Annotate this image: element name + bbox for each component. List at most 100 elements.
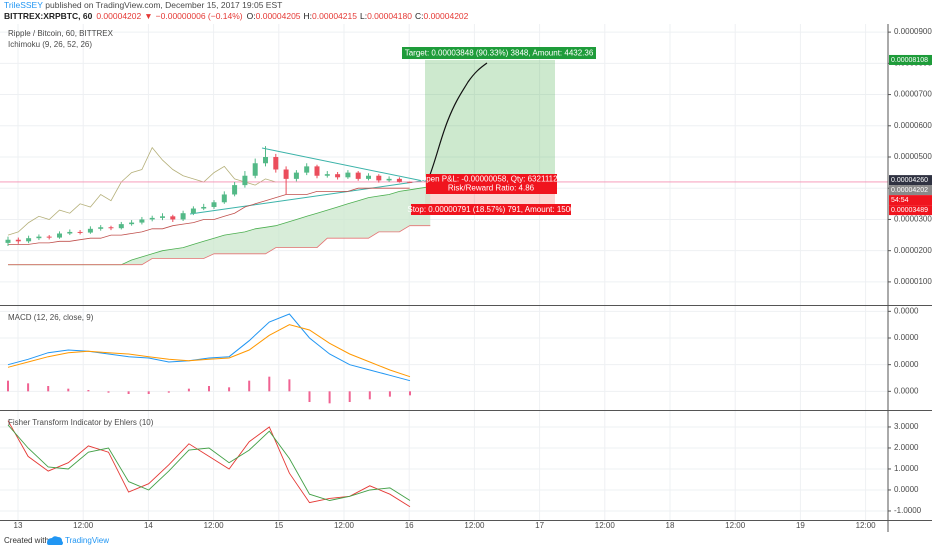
candle-body [263, 157, 268, 164]
histogram-bar [208, 386, 210, 392]
candle-body [376, 175, 382, 181]
candle-body [129, 222, 135, 225]
price-badge-label: 0.00004260 [891, 177, 928, 184]
candle-body [190, 208, 196, 214]
ohlc-key: H: [304, 11, 313, 21]
target-label-box [402, 47, 596, 59]
time-tick-label: 15 [274, 521, 283, 530]
candle-body [15, 239, 21, 242]
price-badge [889, 185, 932, 196]
countdown-label: 54:54 [891, 197, 909, 204]
histogram-bar [7, 380, 9, 392]
y-tick-label: 0.0000 [894, 360, 919, 369]
countdown-badge [889, 195, 932, 206]
pane-title: Ripple / Bitcoin, 60, BITTREX [8, 29, 114, 38]
price-badge [889, 175, 932, 186]
histogram-bar [67, 388, 70, 392]
histogram-bar [228, 387, 231, 392]
candle-body [87, 228, 93, 233]
candle-body [345, 172, 351, 178]
candle-body [5, 239, 11, 243]
author[interactable]: TrileSSEY [4, 0, 43, 10]
time-tick-label: 13 [14, 521, 23, 530]
fisher-line [7, 420, 411, 508]
indicator-title: Fisher Transform Indicator by Ehlers (10… [8, 418, 154, 427]
time-tick-label: 12:00 [725, 521, 746, 530]
time-tick-label: 12:00 [73, 521, 94, 530]
logo[interactable] [47, 536, 63, 545]
histogram-bar [409, 391, 411, 396]
candle-body [108, 227, 114, 229]
candle-body [293, 172, 299, 179]
histogram-bar [328, 391, 331, 404]
risk-reward-label: Risk/Reward Ratio: 4.86 [448, 184, 535, 193]
footer-brand[interactable]: TradingView [65, 536, 109, 545]
candle-body [98, 227, 104, 229]
histogram-bar [368, 391, 371, 400]
ohlc-value: 0.00004205 [256, 11, 301, 21]
time-tick-label: 12:00 [856, 521, 877, 530]
candle-body [201, 206, 207, 209]
candle-body [335, 174, 341, 178]
stop-label: Stop: 0.00000791 (18.57%) 791, Amount: 1… [407, 205, 575, 214]
pnl-label: Open P&L: -0.00000058, Qty: 63211125 [420, 175, 563, 184]
candle-body [221, 194, 227, 203]
time-tick-label: 19 [796, 521, 805, 530]
time-tick-label: 12:00 [334, 521, 355, 530]
candle-body [252, 163, 258, 176]
time-tick-label: 12:00 [204, 521, 225, 530]
histogram-bar [147, 391, 150, 394]
candle-body [118, 224, 124, 229]
candle-body [304, 166, 310, 173]
ohlc-value: 0.00004180 [367, 11, 412, 21]
candle-body [283, 169, 289, 179]
published: published on TradingView.com, December 1… [45, 0, 282, 10]
y-tick-label: 0.0000 [894, 386, 919, 395]
histogram-bar [288, 379, 291, 392]
time-tick-label: 12:00 [595, 521, 616, 530]
histogram-bar [248, 380, 251, 392]
histogram-bar [127, 391, 130, 394]
histogram-bar [27, 383, 30, 392]
price-badge-label: 0.00008108 [891, 57, 928, 64]
grid-layer [0, 24, 888, 520]
candle-body [232, 185, 238, 195]
time-tick-label: 12:00 [464, 521, 485, 530]
candle-body [180, 213, 186, 220]
candle-body [57, 233, 62, 238]
ohlc-key: C: [415, 11, 424, 21]
candle-body [396, 178, 402, 182]
y-tick-label: 0.0000 [894, 485, 919, 494]
y-tick-label: 2.0000 [894, 443, 919, 452]
target-label: Target: 0.00003848 (90.33%) 3848, Amount… [405, 49, 594, 58]
last-price: 0.00004202 [96, 11, 141, 21]
ichimoku-line [8, 187, 410, 245]
indicator-title: MACD (12, 26, close, 9) [8, 313, 94, 322]
trend-line [261, 147, 429, 183]
y-tick-label: 3.0000 [894, 422, 919, 431]
footer-created: Created with [4, 536, 49, 545]
candle-body [355, 172, 361, 179]
time-tick-label: 18 [666, 521, 675, 530]
histogram-bar [47, 386, 50, 392]
ohlc-key: L: [360, 11, 367, 21]
histogram-bar [187, 388, 190, 392]
candle-body [407, 181, 413, 183]
candle-body [36, 236, 42, 239]
change-arrow: ▼ [144, 11, 152, 21]
target-zone [425, 60, 555, 178]
candle-body [26, 238, 32, 242]
time-tick-label: 17 [535, 521, 544, 530]
histogram-bar [308, 391, 311, 402]
ohlc-value: 0.00004215 [312, 11, 357, 21]
histogram-bar [388, 391, 391, 397]
macd-line [7, 313, 411, 382]
